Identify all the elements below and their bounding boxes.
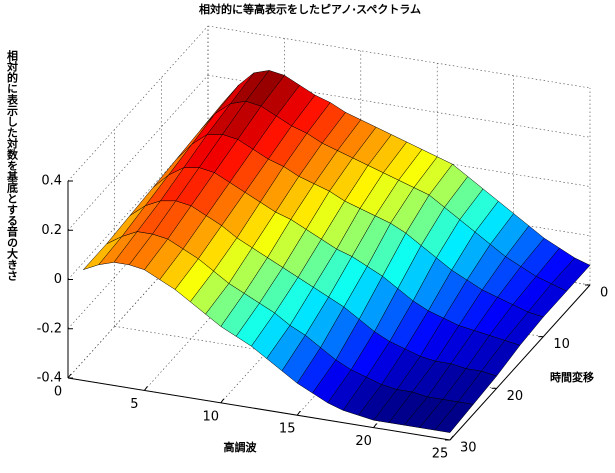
x-tick-label: 5: [130, 397, 138, 412]
z-axis-label: 相対的に表示した対数を基底とする音の大きさ: [6, 49, 20, 282]
x-axis-label: 高調波: [224, 440, 258, 454]
y-tick-label: 20: [507, 389, 524, 404]
y-tick-label: 10: [553, 337, 570, 352]
z-tick-label: 0: [54, 272, 62, 287]
x-tick: [67, 373, 72, 379]
x-tick-label: 15: [279, 422, 296, 437]
grid-line: [207, 25, 591, 89]
surface-patch: [199, 84, 239, 131]
chart-title: 相対的に等高表示をしたピアノ·スペクトラム: [199, 2, 421, 16]
y-axis-label: 時間変移: [550, 370, 594, 384]
y-tick-label: 30: [460, 441, 477, 456]
x-tick-label: 10: [203, 409, 220, 424]
x-tick-label: 20: [355, 434, 372, 449]
y-tick-label: 0: [600, 286, 608, 301]
grid-line: [67, 222, 209, 379]
x-tick-label: 25: [432, 447, 449, 462]
grid-line: [67, 25, 209, 182]
x-tick: [296, 410, 301, 416]
grid-line: [67, 75, 209, 231]
x-tick: [220, 398, 225, 404]
z-tick-label: -0.2: [37, 321, 62, 336]
y-axis: [449, 284, 591, 441]
z-tick-label: 0.2: [41, 223, 62, 238]
x-tick: [449, 435, 454, 441]
z-tick-label: -0.4: [37, 371, 62, 386]
x-axis: [67, 377, 451, 441]
grid-line: [67, 124, 209, 280]
x-tick: [373, 423, 378, 428]
z-tick-label: 0.4: [41, 174, 62, 189]
x-tick-label: 0: [54, 385, 62, 400]
x-tick: [143, 386, 148, 391]
